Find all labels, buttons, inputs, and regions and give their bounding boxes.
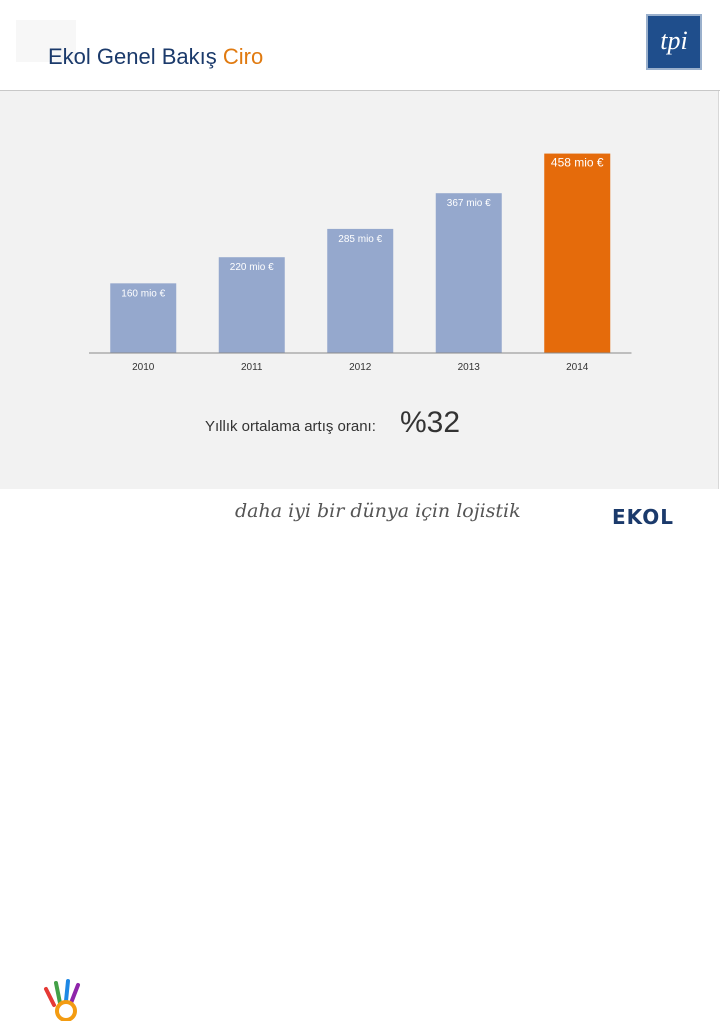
x-tick-2012: 2012	[349, 362, 372, 373]
x-tick-2010: 2010	[132, 362, 155, 373]
bar-2012	[327, 228, 394, 353]
tpi-logo: tpi	[646, 14, 702, 70]
title-main: Ekol Genel Bakış	[48, 44, 217, 69]
data-label-2012: 285 mio €	[338, 234, 382, 245]
title-decoration	[16, 20, 76, 62]
data-label-2010: 160 mio €	[121, 288, 165, 299]
x-tick-2011: 2011	[241, 362, 263, 373]
growth-label: Yıllık ortalama artış oranı:	[205, 418, 376, 435]
data-label-2014: 458 mio €	[551, 156, 604, 170]
ekol-hand-icon	[44, 979, 80, 1021]
header-divider	[0, 90, 720, 91]
bar-2010	[110, 283, 177, 353]
x-tick-2013: 2013	[458, 362, 481, 373]
growth-value: %32	[400, 406, 461, 439]
x-tick-2014: 2014	[566, 362, 589, 373]
data-label-2011: 220 mio €	[230, 262, 274, 273]
bar-2014	[544, 153, 611, 353]
ekol-logo: EKOL	[612, 505, 675, 529]
footer-slogan: daha iyi bir dünya için lojistik	[235, 500, 521, 522]
footer	[0, 489, 720, 1021]
data-label-2013: 367 mio €	[447, 198, 491, 209]
header: Ekol Genel Bakış Ciro tpi	[0, 0, 720, 90]
page-title: Ekol Genel Bakış Ciro	[48, 44, 263, 70]
bar-2013	[435, 193, 502, 353]
bar-2011	[218, 257, 285, 353]
tpi-logo-text: tpi	[660, 26, 688, 55]
title-accent: Ciro	[222, 44, 264, 69]
revenue-chart: 160 mio € 2010 220 mio € 2011 285 mio € 2012 3…	[89, 153, 632, 373]
